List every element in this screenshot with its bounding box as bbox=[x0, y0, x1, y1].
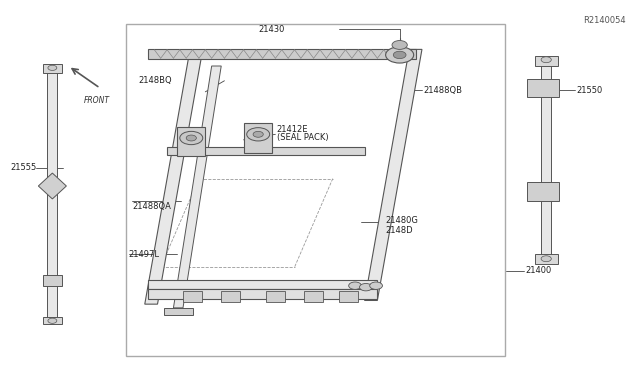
Text: R2140054: R2140054 bbox=[583, 16, 626, 25]
Circle shape bbox=[541, 256, 551, 262]
Circle shape bbox=[349, 282, 362, 289]
Circle shape bbox=[370, 282, 383, 289]
Polygon shape bbox=[148, 280, 378, 289]
Circle shape bbox=[386, 47, 413, 63]
Circle shape bbox=[394, 51, 406, 59]
Polygon shape bbox=[145, 53, 202, 304]
Circle shape bbox=[360, 283, 372, 291]
Text: 2148D: 2148D bbox=[385, 226, 413, 235]
Polygon shape bbox=[541, 59, 551, 260]
Text: 21412E: 21412E bbox=[276, 125, 308, 134]
Polygon shape bbox=[527, 79, 559, 97]
Polygon shape bbox=[38, 173, 67, 199]
Circle shape bbox=[48, 318, 57, 323]
Text: (SEAL PACK): (SEAL PACK) bbox=[276, 133, 328, 142]
Circle shape bbox=[186, 135, 196, 141]
Polygon shape bbox=[266, 291, 285, 302]
Polygon shape bbox=[535, 56, 557, 66]
Polygon shape bbox=[177, 127, 205, 157]
Polygon shape bbox=[535, 254, 557, 263]
Circle shape bbox=[541, 57, 551, 62]
Circle shape bbox=[180, 131, 203, 145]
Text: 21497L: 21497L bbox=[129, 250, 160, 259]
Text: 21550: 21550 bbox=[576, 86, 602, 94]
Text: 21555: 21555 bbox=[10, 163, 36, 172]
Bar bbox=[125, 23, 505, 356]
Circle shape bbox=[253, 131, 263, 137]
Text: 2148BQ: 2148BQ bbox=[138, 76, 172, 85]
Circle shape bbox=[392, 41, 407, 49]
Polygon shape bbox=[183, 291, 202, 302]
Polygon shape bbox=[221, 291, 241, 302]
Text: 21430: 21430 bbox=[259, 25, 285, 33]
Text: 21480G: 21480G bbox=[385, 216, 418, 225]
Text: 21488QA: 21488QA bbox=[132, 202, 171, 211]
Polygon shape bbox=[304, 291, 323, 302]
Circle shape bbox=[48, 65, 57, 70]
Polygon shape bbox=[244, 123, 272, 153]
Polygon shape bbox=[43, 275, 62, 286]
Text: 21400: 21400 bbox=[525, 266, 552, 275]
Circle shape bbox=[246, 128, 269, 141]
Text: 21488QB: 21488QB bbox=[423, 86, 462, 94]
Polygon shape bbox=[148, 49, 415, 59]
Polygon shape bbox=[43, 317, 62, 324]
Polygon shape bbox=[164, 308, 193, 315]
Polygon shape bbox=[173, 66, 221, 308]
Polygon shape bbox=[47, 66, 58, 323]
Polygon shape bbox=[148, 289, 378, 299]
Text: FRONT: FRONT bbox=[84, 96, 110, 105]
Polygon shape bbox=[43, 64, 62, 73]
Polygon shape bbox=[167, 147, 365, 155]
Polygon shape bbox=[365, 49, 422, 301]
Polygon shape bbox=[339, 291, 358, 302]
Polygon shape bbox=[527, 182, 559, 201]
